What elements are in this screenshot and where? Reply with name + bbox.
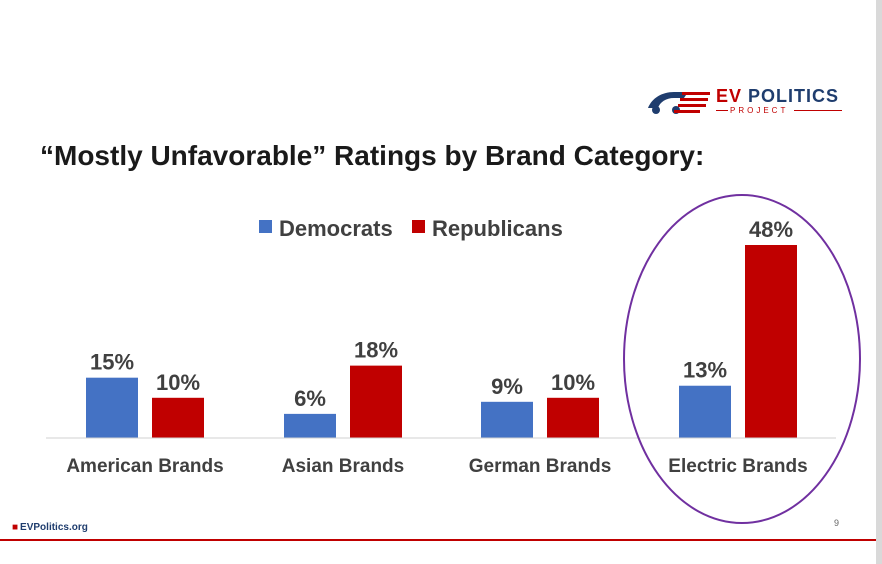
- page-number: 9: [834, 518, 840, 528]
- legend-label-republicans: Republicans: [432, 216, 563, 241]
- bar-republicans-asian-brands: [350, 365, 402, 438]
- logo-ev: EV: [716, 86, 743, 106]
- data-label-democrats-electric-brands: 13%: [683, 358, 727, 383]
- logo-title: EV POLITICS: [716, 86, 839, 107]
- logo-rule-right: [794, 110, 842, 111]
- legend-swatch-democrats: [259, 220, 272, 233]
- data-label-republicans-electric-brands: 48%: [749, 217, 793, 242]
- logo-subtitle: PROJECT: [730, 106, 789, 115]
- category-label-german-brands: German Brands: [469, 456, 612, 477]
- data-label-democrats-german-brands: 9%: [491, 374, 523, 399]
- data-label-democrats-asian-brands: 6%: [294, 386, 326, 411]
- logo-politics: POLITICS: [748, 86, 840, 106]
- page-title: “Mostly Unfavorable” Ratings by Brand Ca…: [40, 140, 705, 171]
- footer-car-icon: ■: [12, 522, 19, 533]
- legend-label-democrats: Democrats: [279, 216, 393, 241]
- footer-text: EVPolitics.org: [20, 522, 88, 533]
- data-label-republicans-asian-brands: 18%: [354, 338, 398, 363]
- legend-swatch-republicans: [412, 220, 425, 233]
- chart-bars: 15% 10% 6% 18% 9% 10% 13% 48%: [86, 217, 797, 438]
- bar-democrats-electric-brands: [679, 385, 731, 438]
- chart-legend: Democrats Republicans: [259, 216, 563, 241]
- data-label-republicans-american-brands: 10%: [156, 370, 200, 395]
- category-label-asian-brands: Asian Brands: [282, 456, 404, 477]
- category-labels: American Brands Asian Brands German Brands…: [66, 456, 807, 477]
- bar-democrats-asian-brands: [284, 413, 336, 438]
- highlight-circle: [623, 194, 861, 524]
- data-label-republicans-german-brands: 10%: [551, 370, 595, 395]
- bar-republicans-german-brands: [547, 397, 599, 438]
- footer-logo: ■ EVPolitics.org: [12, 522, 88, 533]
- slide-edge: [876, 0, 882, 564]
- bar-democrats-german-brands: [481, 401, 533, 438]
- category-label-electric-brands: Electric Brands: [668, 456, 807, 477]
- bar-republicans-american-brands: [152, 397, 204, 438]
- car-flag-icon: [648, 92, 710, 114]
- bar-republicans-electric-brands: [745, 245, 797, 438]
- category-label-american-brands: American Brands: [66, 456, 223, 477]
- bar-democrats-american-brands: [86, 377, 138, 438]
- logo-rule-left: [716, 110, 728, 111]
- ev-politics-logo: EV POLITICS PROJECT: [644, 84, 844, 118]
- data-label-democrats-american-brands: 15%: [90, 350, 134, 375]
- footer-rule: [0, 539, 876, 541]
